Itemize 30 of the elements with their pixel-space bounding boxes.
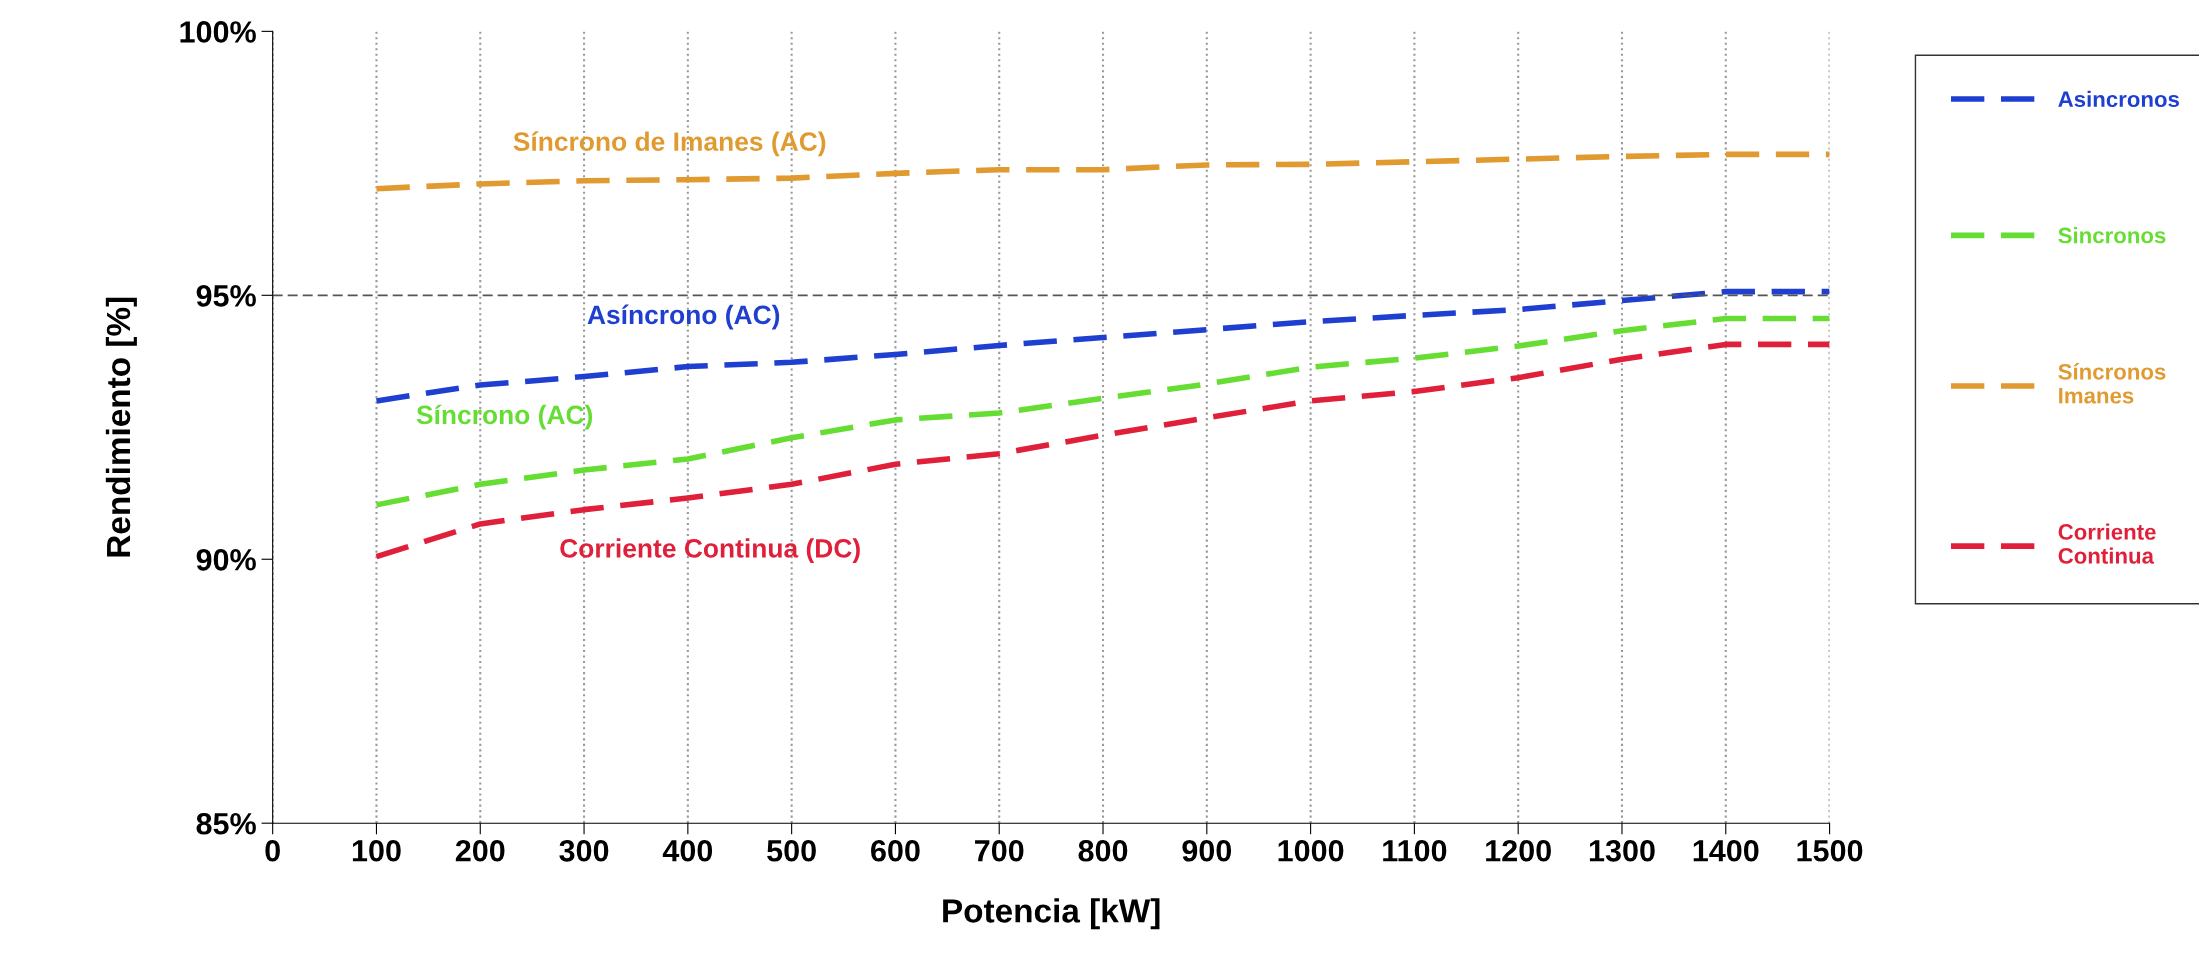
x-tick-label: 700 [975, 839, 1024, 862]
y-tick-label: 95% [196, 285, 256, 307]
x-tick-label: 500 [767, 839, 816, 862]
legend-label: Síncronos Imanes [2058, 363, 2166, 404]
x-tick-label: 1500 [1797, 839, 1863, 862]
annotation: Síncrono de Imanes (AC) [513, 131, 826, 157]
x-tick-label: 300 [559, 839, 609, 862]
legend-label: Sincronos [2058, 227, 2166, 244]
x-tick-label: 1200 [1486, 839, 1551, 862]
x-tick-label: 600 [871, 839, 920, 862]
annotation: Asíncrono (AC) [587, 304, 780, 330]
y-tick-label: 90% [196, 548, 256, 571]
legend-label: Asincronos [2058, 90, 2179, 108]
x-tick-label: 200 [455, 839, 505, 862]
x-tick-label: 1400 [1693, 839, 1759, 862]
y-tick-label: 85% [196, 812, 256, 835]
x-tick-label: 400 [662, 839, 713, 862]
x-tick-label: 1300 [1589, 839, 1655, 862]
x-tick-label: 1100 [1383, 839, 1447, 862]
annotation: Corriente Continua (DC) [560, 538, 860, 563]
legend-label: Corriente Continua [2058, 523, 2156, 564]
x-tick-label: 1000 [1278, 839, 1344, 862]
y-tick-label: 100% [180, 21, 256, 43]
x-axis-title: Potencia [kW] [943, 898, 1160, 930]
x-tick-label: 900 [1182, 839, 1232, 862]
x-tick-label: 100 [352, 839, 401, 862]
x-tick-label: 0 [265, 839, 280, 862]
y-axis-title: Rendimiento [%] [105, 297, 137, 557]
x-tick-label: 800 [1078, 839, 1128, 862]
annotation: Síncrono (AC) [416, 404, 593, 430]
